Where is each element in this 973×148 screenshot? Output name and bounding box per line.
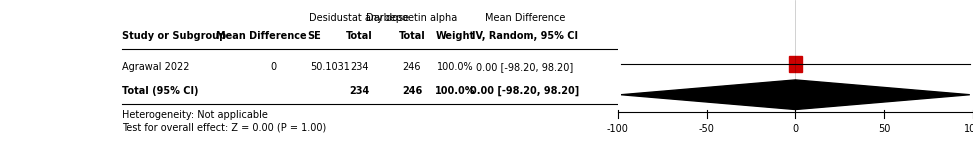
Text: 0.00 [-98.20, 98.20]: 0.00 [-98.20, 98.20] xyxy=(477,62,574,72)
Text: Darbepoetin alpha: Darbepoetin alpha xyxy=(366,13,457,23)
Text: SE: SE xyxy=(307,30,321,41)
Text: Test for overall effect: Z = 0.00 (P = 1.00): Test for overall effect: Z = 0.00 (P = 1… xyxy=(122,122,326,132)
Text: 50.1031: 50.1031 xyxy=(310,62,350,72)
Text: 0: 0 xyxy=(270,62,276,72)
Text: 246: 246 xyxy=(402,86,422,96)
Text: 0.00 [-98.20, 98.20]: 0.00 [-98.20, 98.20] xyxy=(470,86,580,96)
Text: Weight: Weight xyxy=(436,30,475,41)
Text: 246: 246 xyxy=(403,62,421,72)
Text: Agrawal 2022: Agrawal 2022 xyxy=(122,62,189,72)
Text: 234: 234 xyxy=(350,62,369,72)
Text: Study or Subgroup: Study or Subgroup xyxy=(122,30,226,41)
Polygon shape xyxy=(621,80,970,110)
Text: Heterogeneity: Not applicable: Heterogeneity: Not applicable xyxy=(122,110,268,120)
Text: Total: Total xyxy=(345,30,373,41)
Text: Total (95% CI): Total (95% CI) xyxy=(122,86,198,96)
Text: 100: 100 xyxy=(964,124,973,134)
Text: Mean Difference: Mean Difference xyxy=(485,13,565,23)
Text: 0: 0 xyxy=(792,124,799,134)
Bar xyxy=(789,56,802,72)
Text: 100.0%: 100.0% xyxy=(438,62,474,72)
Text: Mean Difference: Mean Difference xyxy=(216,30,306,41)
Text: Total: Total xyxy=(399,30,425,41)
Text: 100.0%: 100.0% xyxy=(436,86,476,96)
Text: -50: -50 xyxy=(699,124,714,134)
Text: Mean Difference: Mean Difference xyxy=(693,13,783,23)
Text: IV, Random, 95% CI: IV, Random, 95% CI xyxy=(472,30,578,41)
Text: IV, Random, 95% CI: IV, Random, 95% CI xyxy=(685,30,791,41)
Text: 50: 50 xyxy=(878,124,890,134)
Text: 234: 234 xyxy=(349,86,370,96)
Text: Desidustat any dose: Desidustat any dose xyxy=(309,13,410,23)
Text: -100: -100 xyxy=(607,124,629,134)
